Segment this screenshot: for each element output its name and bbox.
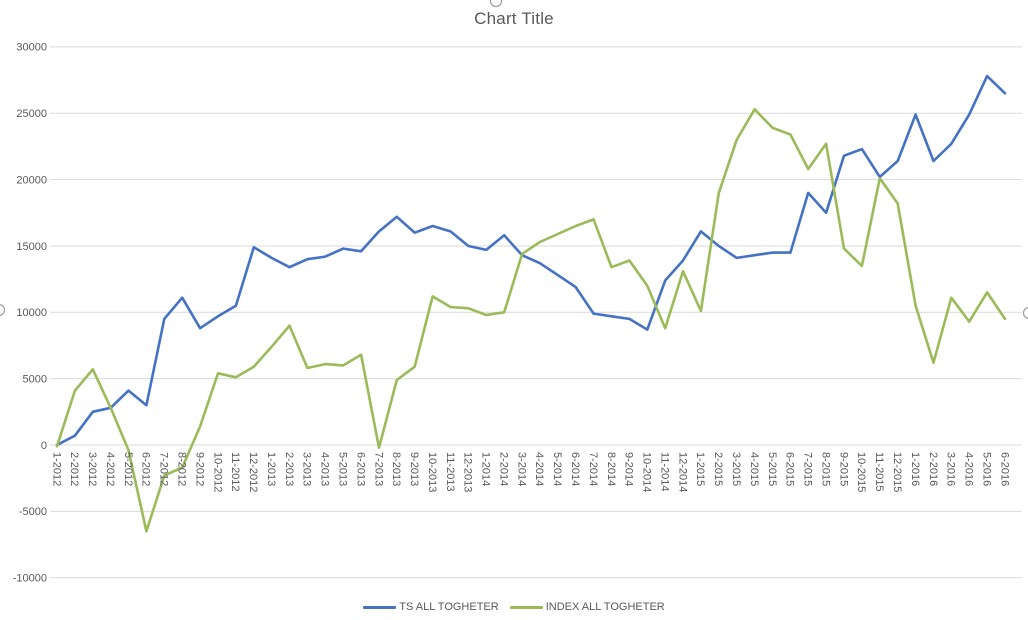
x-tick-label: 11-2013 <box>444 452 456 492</box>
x-tick-label: 4-2013 <box>319 452 331 486</box>
x-tick-label: 1-2015 <box>694 452 706 486</box>
x-tick-label: 8-2013 <box>390 452 402 486</box>
x-tick-label: 10-2013 <box>426 452 438 492</box>
x-tick-label: 4-2016 <box>962 452 974 486</box>
y-tick-label: 0 <box>41 440 47 452</box>
x-tick-label: 12-2015 <box>891 452 903 492</box>
x-tick-label: 10-2014 <box>641 452 653 492</box>
y-axis-labels: 30000 25000 20000 15000 10000 5000 0 -5000 -1000… <box>13 42 47 585</box>
legend-line-swatch-blue <box>363 605 397 609</box>
x-tick-label: 5-2016 <box>980 452 992 486</box>
legend-line-swatch-green <box>509 605 543 609</box>
y-tick-label: 25000 <box>16 108 47 120</box>
y-tick-label: 30000 <box>16 42 47 54</box>
x-tick-label: 2-2016 <box>927 452 939 486</box>
x-tick-label: 10-2015 <box>855 452 867 492</box>
x-tick-label: 2-2015 <box>712 452 724 486</box>
x-tick-label: 3-2015 <box>730 452 742 486</box>
x-tick-label: 8-2012 <box>175 452 187 486</box>
x-tick-label: 1-2013 <box>265 452 277 486</box>
x-tick-label: 3-2012 <box>86 452 98 486</box>
x-tick-label: 3-2013 <box>301 452 313 486</box>
selection-handle-left[interactable] <box>0 303 6 317</box>
series-line-index[interactable] <box>55 108 1007 533</box>
x-tick-label: 1-2014 <box>480 452 492 486</box>
x-tick-label: 12-2014 <box>676 452 688 492</box>
x-tick-label: 12-2013 <box>462 452 474 492</box>
y-tick-label: 10000 <box>16 307 47 319</box>
x-tick-label: 6-2016 <box>998 452 1010 486</box>
x-tick-label: 9-2015 <box>837 452 849 486</box>
x-tick-label: 1-2016 <box>909 452 921 486</box>
series-group <box>55 74 1007 533</box>
legend-label-ts: TS ALL TOGHETER <box>399 601 499 613</box>
legend: TS ALL TOGHETER INDEX ALL TOGHETER <box>0 599 1028 615</box>
y-tick-label: 15000 <box>16 241 47 253</box>
x-tick-label: 6-2014 <box>569 452 581 486</box>
x-tick-label: 7-2014 <box>587 452 599 486</box>
x-tick-label: 3-2016 <box>945 452 957 486</box>
y-tick-label: 20000 <box>16 174 47 186</box>
x-tick-label: 7-2013 <box>372 452 384 486</box>
y-tick-label: 5000 <box>23 373 47 385</box>
x-tick-label: 11-2015 <box>873 452 885 492</box>
x-tick-label: 7-2015 <box>801 452 813 486</box>
x-tick-label: 6-2012 <box>140 452 152 486</box>
x-tick-label: 5-2013 <box>336 452 348 486</box>
legend-item-ts[interactable]: TS ALL TOGHETER <box>363 601 499 613</box>
y-tick-label: -10000 <box>13 573 47 585</box>
series-line-ts[interactable] <box>55 74 1007 447</box>
x-tick-label: 9-2014 <box>623 452 635 486</box>
x-tick-label: 6-2013 <box>354 452 366 486</box>
gridlines-group <box>50 46 1022 579</box>
x-tick-label: 2-2012 <box>68 452 80 486</box>
x-tick-label: 4-2012 <box>104 452 116 486</box>
x-tick-label: 2-2014 <box>497 452 509 486</box>
x-tick-label: 7-2012 <box>158 452 170 486</box>
y-tick-label: -5000 <box>19 506 47 518</box>
legend-item-index[interactable]: INDEX ALL TOGHETER <box>509 601 665 613</box>
x-tick-label: 12-2012 <box>247 452 259 492</box>
x-tick-label: 8-2014 <box>605 452 617 486</box>
x-tick-label: 11-2014 <box>658 452 670 492</box>
selection-handle-top[interactable] <box>489 0 503 8</box>
x-tick-label: 11-2012 <box>229 452 241 492</box>
x-tick-label: 8-2015 <box>819 452 831 486</box>
x-tick-label: 5-2015 <box>766 452 778 486</box>
selection-handle-right[interactable] <box>1022 306 1028 320</box>
x-tick-label: 4-2014 <box>533 452 545 486</box>
x-tick-label: 3-2014 <box>515 452 527 486</box>
x-tick-label: 2-2013 <box>283 452 295 486</box>
x-tick-label: 1-2012 <box>50 452 62 486</box>
x-tick-label: 9-2012 <box>193 452 205 486</box>
x-tick-label: 10-2012 <box>211 452 223 492</box>
x-tick-label: 9-2013 <box>408 452 420 486</box>
x-tick-label: 4-2015 <box>748 452 760 486</box>
x-tick-label: 6-2015 <box>784 452 796 486</box>
x-tick-label: 5-2014 <box>551 452 563 486</box>
x-tick-label: 5-2012 <box>122 452 134 486</box>
legend-label-index: INDEX ALL TOGHETER <box>545 601 665 613</box>
x-axis-labels: 1-2012 2-2012 3-2012 4-2012 5-2012 6-2012 7-20… <box>50 452 1010 492</box>
